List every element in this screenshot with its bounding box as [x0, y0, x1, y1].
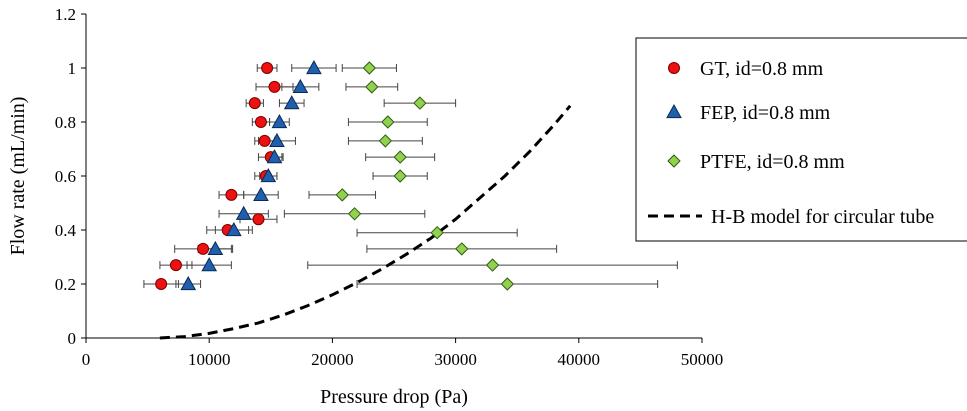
ptfe-point	[430, 225, 444, 240]
ptfe-point	[381, 115, 395, 129]
x-tick-label: 50000	[681, 350, 724, 369]
fep-point	[292, 78, 309, 93]
legend-marker-fep	[666, 103, 682, 119]
ptfe-point	[393, 150, 407, 164]
fep-point	[201, 257, 218, 272]
fep-point	[266, 149, 283, 164]
y-axis-title: Flow rate (mL/min)	[7, 97, 29, 256]
ptfe-point	[347, 207, 362, 221]
ptfe-point	[362, 61, 377, 75]
gt-point	[197, 242, 210, 255]
gt-point	[248, 97, 261, 110]
ptfe-point	[335, 188, 349, 202]
data-markers	[155, 59, 515, 291]
gt-point	[268, 80, 281, 93]
ptfe-point	[500, 277, 515, 291]
ptfe-point	[393, 169, 407, 183]
tick-labels: 0 0.2 0.4 0.6 0.8 1 1.2 0 10000 20000 30000 40000 50…	[55, 5, 724, 369]
ptfe-point	[485, 258, 500, 272]
ptfe-point	[413, 96, 427, 110]
gt-point	[252, 213, 265, 226]
x-tick-label: 20000	[311, 350, 354, 369]
hb-model-line	[159, 104, 572, 340]
legend-label-gt: GT, id=0.8 mm	[700, 58, 824, 80]
hb-model-line-group	[159, 104, 572, 340]
fep-point	[306, 59, 322, 75]
legend-label-fep: FEP, id=0.8 mm	[700, 102, 831, 124]
y-tick-label: 0	[68, 329, 77, 348]
y-tick-label: 1	[68, 59, 77, 78]
y-tick-label: 0.6	[55, 167, 76, 186]
error-bars	[143, 64, 678, 288]
y-tick-label: 1.2	[55, 5, 76, 24]
legend-marker-gt	[668, 62, 680, 74]
fep-point	[235, 205, 252, 220]
gt-point	[225, 188, 238, 201]
legend: GT, id=0.8 mm FEP, id=0.8 mm PTFE, id=0.8 …	[635, 37, 967, 242]
legend-label-hb-model: H-B model for circular tube	[711, 206, 934, 228]
gt-point	[254, 116, 267, 128]
y-tick-label: 0.2	[55, 275, 76, 294]
x-tick-label: 30000	[434, 350, 477, 369]
legend-marker-ptfe	[667, 154, 681, 168]
gt-point	[261, 62, 274, 74]
x-tick-label: 0	[82, 350, 91, 369]
x-axis-title: Pressure drop (Pa)	[320, 386, 468, 408]
ptfe-point	[365, 80, 379, 94]
gt-point	[258, 134, 271, 147]
legend-label-ptfe: PTFE, id=0.8 mm	[700, 151, 845, 173]
y-tick-label: 0.8	[55, 113, 76, 132]
fep-point	[271, 113, 288, 129]
axes	[81, 13, 703, 343]
ptfe-point	[378, 134, 393, 148]
legend-box	[635, 37, 967, 242]
fep-point	[260, 167, 277, 183]
fep-point	[180, 275, 197, 291]
y-tick-label: 0.4	[55, 221, 77, 240]
fep-point	[207, 240, 224, 255]
fep-point	[269, 132, 285, 147]
x-tick-label: 40000	[558, 350, 601, 369]
gt-point	[169, 259, 182, 272]
fep-point	[225, 221, 242, 237]
fep-point	[253, 186, 269, 201]
gt-point	[155, 278, 168, 290]
x-tick-label: 10000	[188, 350, 231, 369]
ptfe-point	[455, 242, 469, 256]
fep-point	[283, 95, 300, 110]
